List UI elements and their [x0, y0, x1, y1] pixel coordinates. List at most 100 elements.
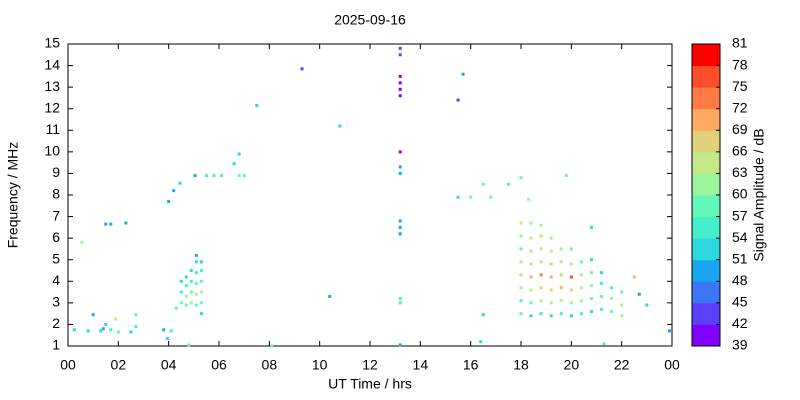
x-tick-label: 08 — [262, 357, 278, 373]
data-point — [579, 273, 583, 277]
colorbar-tick-label: 72 — [732, 99, 748, 115]
data-point — [632, 275, 636, 279]
x-tick-label: 04 — [161, 357, 177, 373]
y-tick-label: 4 — [52, 272, 60, 288]
colorbar-label: Signal Amplitude / dB — [751, 128, 767, 261]
data-point — [184, 294, 188, 298]
colorbar-band — [692, 281, 720, 304]
data-point — [134, 325, 138, 329]
data-point — [99, 329, 103, 333]
colorbar-band — [692, 195, 720, 218]
data-point — [116, 330, 120, 334]
data-point — [179, 301, 183, 305]
y-tick-label: 14 — [44, 56, 60, 72]
data-point — [189, 301, 193, 305]
data-point — [398, 301, 402, 305]
data-point — [645, 303, 649, 307]
data-point — [179, 290, 183, 294]
data-point — [539, 234, 543, 238]
data-point — [529, 221, 533, 225]
data-point — [519, 273, 523, 277]
data-point — [569, 314, 573, 318]
y-tick-label: 3 — [52, 294, 60, 310]
data-point — [232, 162, 236, 166]
data-point — [398, 343, 402, 347]
data-point — [338, 124, 342, 128]
colorbar-tick-label: 81 — [732, 35, 748, 51]
x-axis-label: UT Time / hrs — [328, 376, 412, 392]
data-point — [539, 286, 543, 290]
data-point — [178, 181, 182, 185]
x-tick-label: 10 — [312, 357, 328, 373]
data-point — [529, 275, 533, 279]
colorbar-band — [692, 302, 720, 325]
data-point — [456, 98, 460, 102]
plot-area — [67, 43, 673, 347]
data-point — [104, 322, 108, 326]
data-point — [610, 309, 614, 313]
data-point — [398, 232, 402, 236]
data-point — [527, 197, 531, 201]
colorbar-tick-label: 51 — [732, 250, 748, 266]
data-point — [184, 303, 188, 307]
data-point — [242, 174, 246, 178]
data-point — [398, 219, 402, 223]
colorbar-tick-label: 60 — [732, 186, 748, 202]
data-point — [529, 249, 533, 253]
data-point — [529, 288, 533, 292]
y-tick-label: 15 — [44, 35, 60, 51]
data-point — [559, 299, 563, 303]
data-point — [549, 288, 553, 292]
colorbar-band — [692, 259, 720, 282]
colorbar-band — [692, 108, 720, 131]
data-point — [610, 297, 614, 301]
data-point — [600, 281, 604, 285]
data-point — [539, 312, 543, 316]
data-point — [589, 309, 593, 313]
data-point — [184, 284, 188, 288]
data-point — [199, 312, 203, 316]
data-point — [539, 299, 543, 303]
data-point — [398, 150, 402, 154]
data-point — [589, 297, 593, 301]
data-point — [134, 313, 138, 317]
data-point — [610, 286, 614, 290]
x-tick-label: 12 — [362, 357, 378, 373]
data-point — [101, 327, 105, 331]
data-point — [589, 271, 593, 275]
data-point — [398, 171, 402, 175]
x-tick-label: 02 — [111, 357, 127, 373]
y-tick-label: 8 — [52, 186, 60, 202]
data-point — [506, 182, 510, 186]
colorbar-band — [692, 65, 720, 88]
data-point — [519, 312, 523, 316]
y-tick-label: 12 — [44, 99, 60, 115]
y-tick-label: 5 — [52, 250, 60, 266]
data-point — [519, 221, 523, 225]
colorbar-tick-label: 48 — [732, 272, 748, 288]
data-point — [398, 81, 402, 85]
data-point — [620, 314, 624, 318]
colorbar-tick-label: 63 — [732, 164, 748, 180]
x-tick-label: 00 — [664, 357, 680, 373]
y-tick-label: 7 — [52, 207, 60, 223]
data-point — [398, 225, 402, 229]
data-point — [559, 260, 563, 264]
data-point — [589, 225, 593, 229]
data-point — [80, 240, 84, 244]
data-point — [461, 72, 465, 76]
data-point — [398, 74, 402, 78]
data-point — [529, 314, 533, 318]
data-point — [519, 299, 523, 303]
data-point — [199, 290, 203, 294]
y-tick-label: 11 — [45, 121, 60, 137]
x-tick-label: 00 — [60, 357, 76, 373]
data-point — [600, 294, 604, 298]
data-point — [564, 174, 568, 178]
data-point — [519, 234, 523, 238]
colorbar-band — [692, 238, 720, 261]
data-point — [479, 340, 483, 344]
data-point — [469, 195, 473, 199]
data-point — [539, 273, 543, 277]
